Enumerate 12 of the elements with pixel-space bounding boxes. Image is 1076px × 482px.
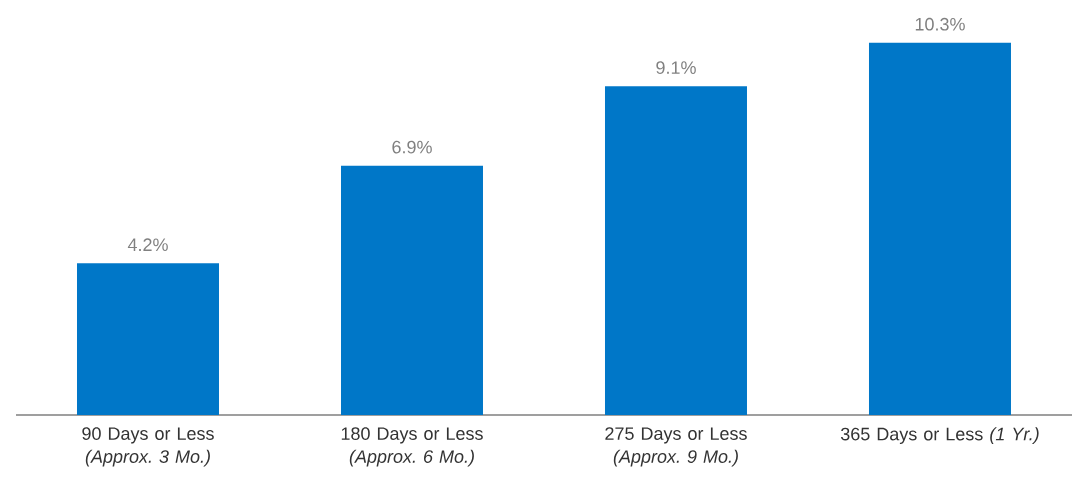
data-label: 6.9% xyxy=(392,140,432,154)
x-tick-label: 365 Days or Less (1 Yr.) xyxy=(840,427,1039,444)
data-label: 10.3% xyxy=(915,17,965,31)
bar xyxy=(604,86,747,415)
x-tick-label: 275 Days or Less (Approx. 9 Mo.) xyxy=(605,427,747,467)
data-label: 4.2% xyxy=(127,238,168,252)
bar xyxy=(868,42,1011,415)
x-tick-label: 180 Days or Less (Approx. 6 Mo.) xyxy=(341,427,483,467)
x-tick-label: 90 Days or Less (Approx. 3 Mo.) xyxy=(82,427,214,467)
bar xyxy=(340,165,483,415)
bar xyxy=(77,263,219,415)
data-label: 9.1% xyxy=(656,61,696,74)
